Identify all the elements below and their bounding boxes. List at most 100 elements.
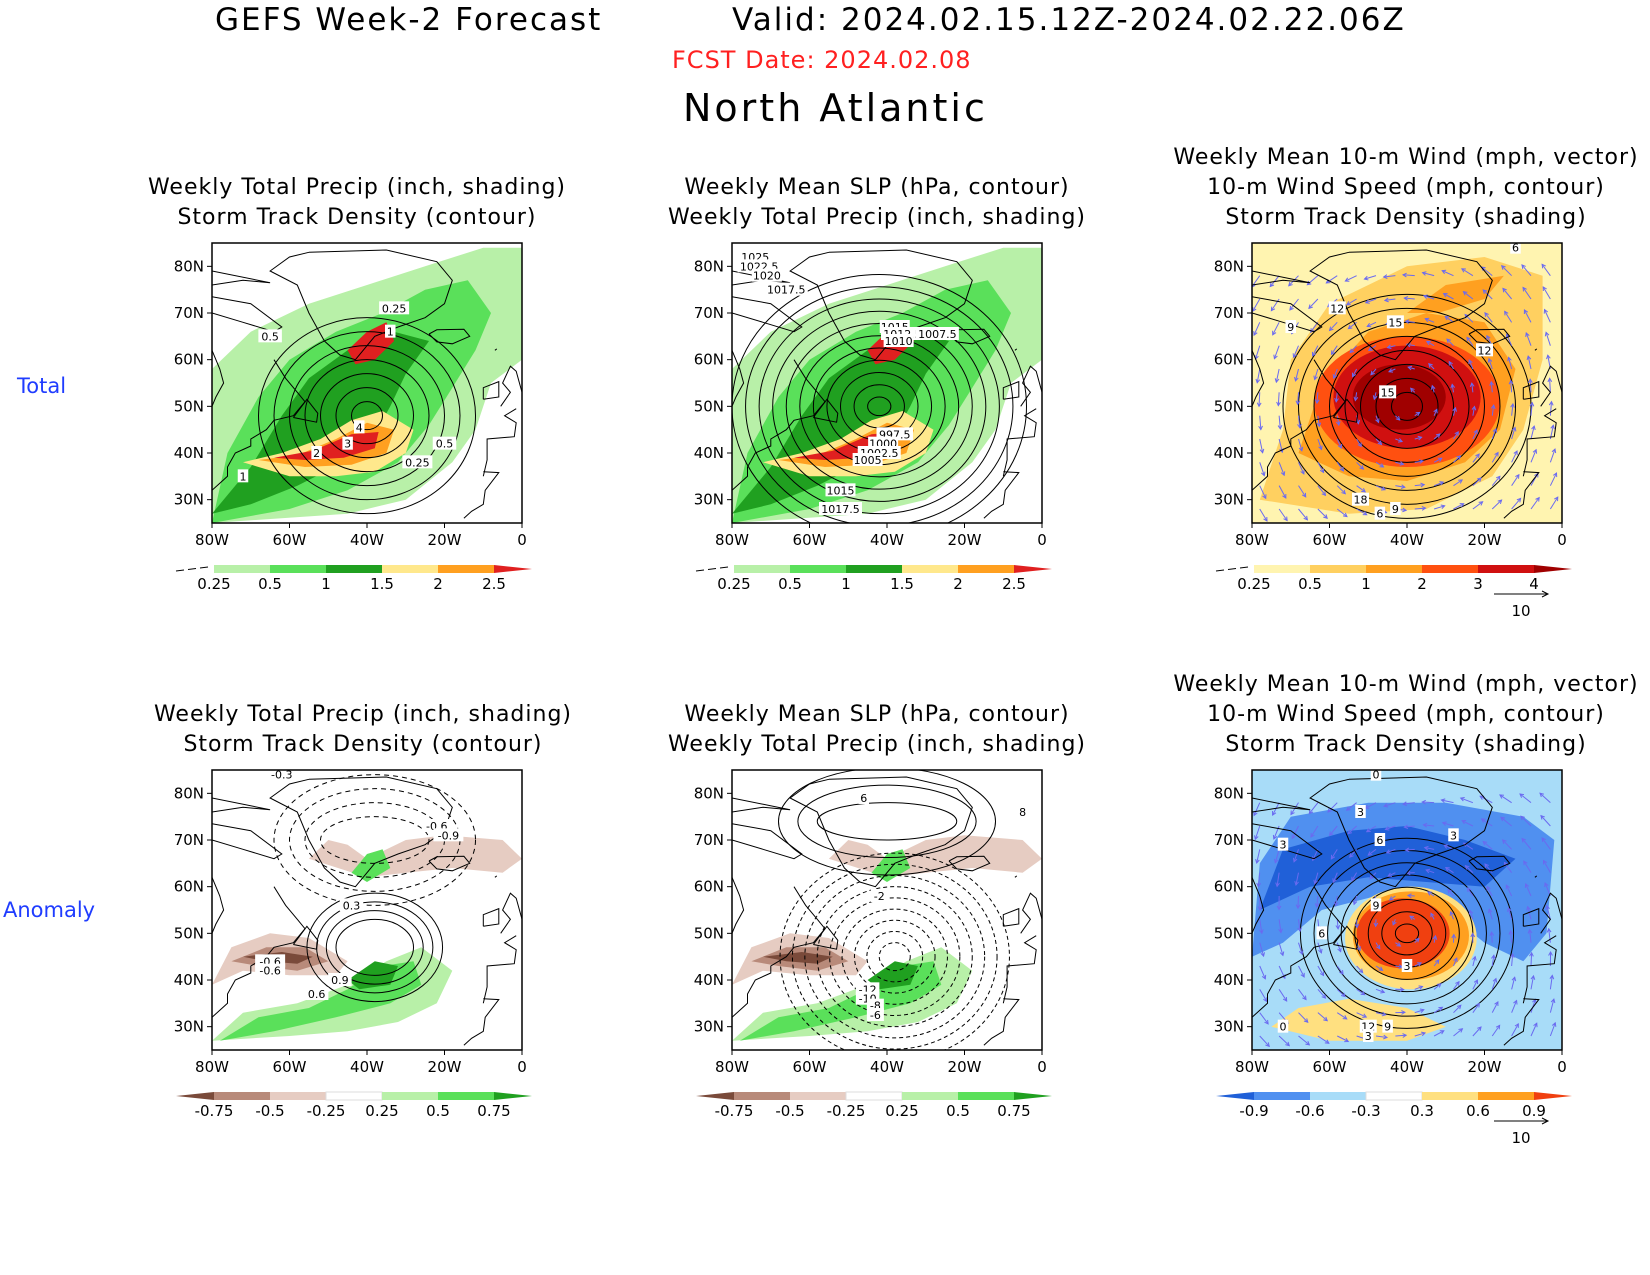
wind-vector-head (1441, 821, 1447, 826)
wind-vector (1422, 801, 1435, 804)
wind-vector (1336, 508, 1348, 517)
wind-vector-head (1321, 491, 1327, 497)
contour-label-bg (1352, 492, 1369, 506)
wind-vector (1367, 321, 1377, 327)
wind-vector-head (1523, 309, 1529, 314)
wind-vector-head (1489, 380, 1494, 386)
panel-2-title: Weekly Mean SLP (hPa, contour) Weekly To… (627, 173, 1127, 233)
contour-label-bg (1277, 837, 1289, 851)
wind-vector-head (1384, 826, 1390, 831)
contour-label: 3 (1365, 1030, 1372, 1043)
contour-label-bg (304, 987, 329, 1000)
wind-vector (1447, 889, 1454, 897)
contour-label: 8 (1019, 806, 1026, 819)
wind-vector-head (1470, 932, 1476, 938)
contour-label: 6 (1376, 508, 1383, 521)
wind-vector-head (1475, 453, 1480, 459)
wind-speed-contour (1298, 307, 1516, 505)
wind-vector (1278, 919, 1282, 933)
wind-vector-head (1301, 492, 1307, 498)
wind-vector (1289, 298, 1299, 311)
wind-vector-head (1262, 494, 1267, 500)
wind-vector-head (1357, 442, 1362, 448)
wind-vector (1317, 485, 1326, 496)
colorbar: 0.25 0.5 1 1.5 2 2.5 (175, 565, 532, 593)
contour-label-bg (237, 469, 249, 483)
contour-label-bg (328, 973, 352, 986)
panel-3-title-line3: Storm Track Density (shading) (1225, 205, 1587, 230)
coastline (1252, 350, 1265, 407)
wind-vector (1259, 1035, 1270, 1047)
lat-label: 50N (174, 924, 204, 942)
wind-vector (1383, 275, 1396, 278)
wind-vector-head (1253, 331, 1258, 337)
contour-label: 1 (240, 470, 247, 483)
wind-vector (1443, 293, 1454, 300)
wind-vector (1541, 837, 1551, 850)
wind-vector-head (1454, 430, 1459, 436)
wind-vector-head (1510, 952, 1515, 958)
lon-label: 40W (870, 1058, 904, 1076)
wind-vector (1504, 862, 1513, 873)
lat-label: 80N (174, 257, 204, 275)
wind-vector-head (1435, 433, 1441, 438)
contour-label: 1 (387, 326, 394, 339)
colorbar-dash (187, 568, 197, 570)
colorbar-arrow-right (1014, 1092, 1052, 1100)
wind-vector-head (1455, 980, 1460, 986)
wind-vector (1423, 824, 1435, 827)
coastline (732, 823, 803, 860)
slp-anom-contour-neg (841, 908, 948, 1005)
lat-label: 70N (1214, 304, 1244, 322)
wind-vector (1329, 825, 1338, 836)
wind-vector-head (1316, 422, 1322, 428)
wind-vector-head (1298, 446, 1304, 452)
colorbar-label: 2 (1417, 575, 1427, 593)
panel-4-map: -0.3-0.6-0.90.3-0.6-0.60.90.680N70N60N50… (174, 769, 532, 1120)
panel-4-title-line1: Weekly Total Precip (inch, shading) (153, 702, 573, 727)
colorbar: -0.75 -0.5 -0.25 0.25 0.5 0.75 (696, 1091, 1052, 1120)
wind-vector (1450, 911, 1454, 920)
wind-vector (1545, 332, 1551, 346)
wind-vector (1453, 1004, 1462, 1014)
coastline (292, 398, 319, 423)
wind-vector-head (1272, 330, 1277, 336)
colorbar-segment (958, 565, 1014, 573)
wind-vector (1464, 314, 1474, 323)
wind-vector (1405, 848, 1415, 851)
wind-vector-head (1478, 501, 1484, 506)
wind-vector (1445, 867, 1454, 874)
wind-vector (1329, 321, 1338, 331)
wind-vector-head (1439, 1030, 1445, 1035)
wind-vector-head (1280, 471, 1286, 477)
wind-vector-head (1541, 263, 1546, 269)
lon-label: 0 (517, 531, 527, 549)
wind-vector-head (1385, 849, 1391, 854)
lon-label: 80W (715, 1058, 749, 1076)
map-content: -0.3-0.6-0.90.3-0.6-0.60.90.6 (212, 770, 522, 1046)
wind-vector-head (1551, 1021, 1557, 1027)
wind-vector-head (1310, 832, 1315, 838)
wind-vector (1347, 825, 1357, 834)
wind-vector-head (1260, 471, 1266, 477)
slp-anom-contour-neg (853, 919, 936, 994)
contour-label-bg (1316, 926, 1327, 940)
track-density-contour (335, 387, 399, 445)
wind-vector-head (1448, 360, 1453, 366)
wind-vector (1414, 507, 1426, 510)
wind-vector-head (1549, 974, 1555, 980)
slp-anom-contour-neg (878, 942, 911, 972)
wind-vector-head (1490, 404, 1496, 410)
wind-vector (1384, 298, 1396, 301)
wind-vector-head (1480, 818, 1486, 823)
panel-1-map: 0.25 0.5 1 1 2 34 0.5 0.25 80N 70N 60N 50N 40N 30N 80W… (174, 242, 532, 593)
wind-vector (1310, 825, 1319, 838)
wind-vector-head (1486, 885, 1491, 891)
contour-label: -8 (870, 1000, 881, 1013)
lon-label: 80W (195, 1058, 229, 1076)
wind-vector (1298, 919, 1301, 932)
wind-vector-head (1511, 426, 1517, 432)
colorbar-label: -0.5 (255, 1102, 284, 1120)
coastline (212, 359, 306, 492)
wind-vector-head (1373, 922, 1379, 928)
